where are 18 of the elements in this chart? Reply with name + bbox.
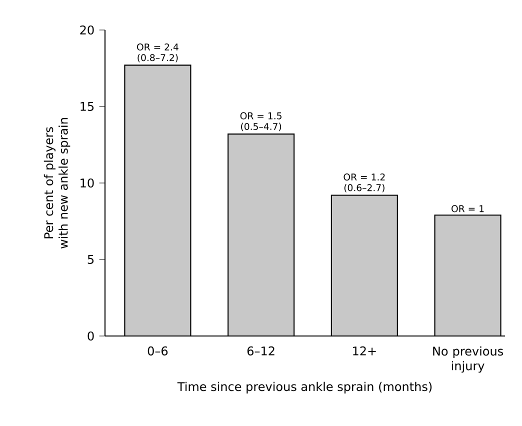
y-tick-label: 5 <box>88 255 94 264</box>
y-axis-title: Per cent of players with new ankle sprain <box>44 118 70 248</box>
annotation: OR = 2.4 <box>137 43 178 50</box>
y-tick-label: 20 <box>80 25 94 35</box>
annotation: (0.8–7.2) <box>138 54 178 62</box>
y-tick-label: 10 <box>80 178 94 188</box>
annotation: OR = 1 <box>452 205 484 212</box>
annotation: (0.6–2.7) <box>344 184 384 192</box>
annotation: OR = 1.5 <box>240 112 282 120</box>
annotation: OR = 1.2 <box>344 173 385 181</box>
annotation: (0.5–4.7) <box>241 122 282 132</box>
x-axis-title: Time since previous ankle sprain (months) <box>177 382 432 394</box>
x-tick-label: 0–6 <box>148 346 168 356</box>
x-tick-label: 12+ <box>353 346 376 356</box>
x-tick-label: 6–12 <box>247 346 274 356</box>
y-tick-label: 15 <box>80 102 94 111</box>
y-tick-label: 0 <box>88 331 94 341</box>
x-tick-label: No previous injury <box>433 346 504 373</box>
